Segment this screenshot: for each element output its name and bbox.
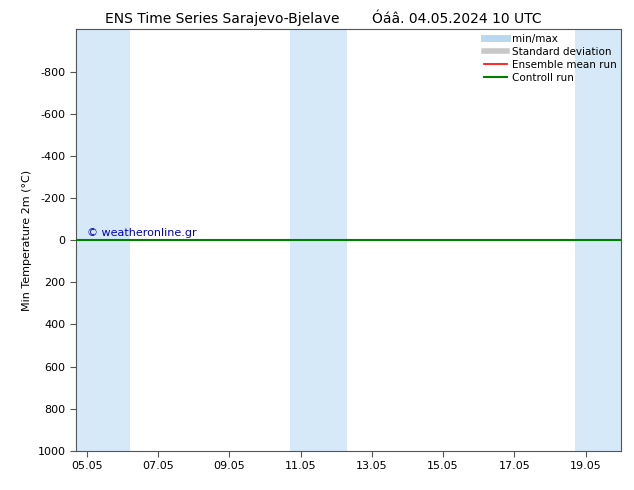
Bar <box>76 29 129 451</box>
Legend: min/max, Standard deviation, Ensemble mean run, Controll run: min/max, Standard deviation, Ensemble me… <box>482 31 619 85</box>
Text: © weatheronline.gr: © weatheronline.gr <box>87 228 197 238</box>
Text: ENS Time Series Sarajevo-Bjelave: ENS Time Series Sarajevo-Bjelave <box>105 12 339 26</box>
Y-axis label: Min Temperature 2m (°C): Min Temperature 2m (°C) <box>22 170 32 311</box>
Bar <box>290 29 347 451</box>
Text: Óáâ. 04.05.2024 10 UTC: Óáâ. 04.05.2024 10 UTC <box>372 12 541 26</box>
Bar <box>575 29 621 451</box>
